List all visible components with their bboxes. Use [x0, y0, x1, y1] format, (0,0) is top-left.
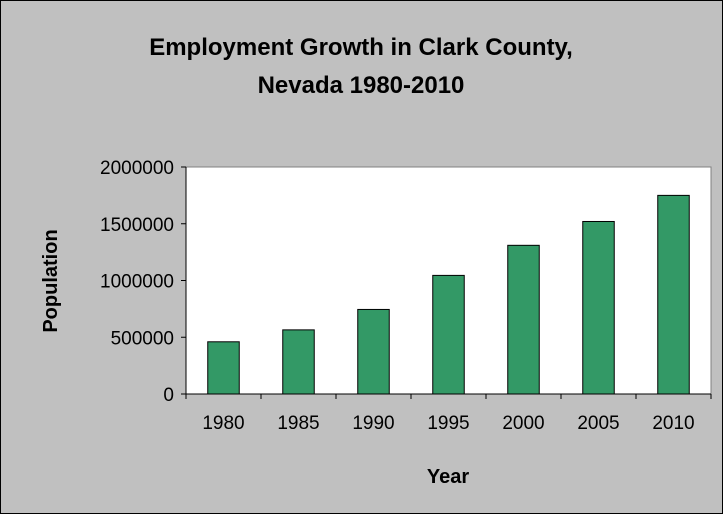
- bar-2010: [657, 194, 690, 395]
- y-tick-label: 1500000: [100, 215, 174, 236]
- x-axis-title: Year: [427, 466, 469, 488]
- x-tick-label: 2005: [577, 413, 619, 434]
- bar-1980: [207, 341, 240, 395]
- y-tick-label: 2000000: [100, 158, 174, 179]
- chart-title-line-2: Nevada 1980-2010: [258, 72, 465, 99]
- y-axis-title: Population: [40, 229, 62, 332]
- bar-1985: [282, 329, 315, 395]
- x-axis-ticks: 1980 1985 1990 1995 2000 2005 2010: [185, 393, 712, 434]
- x-tick-label: 1985: [277, 413, 319, 434]
- x-tick-label: 1995: [427, 413, 469, 434]
- bar-2005: [582, 220, 615, 395]
- y-tick-label: 0: [163, 385, 174, 406]
- bar-1990: [357, 308, 390, 395]
- bar-2000: [507, 244, 540, 395]
- x-tick-label: 1980: [202, 413, 244, 434]
- y-axis-ticks: 0 500000 1000000 1500000 2000000: [100, 158, 187, 406]
- y-tick-label: 1000000: [100, 272, 174, 293]
- bars-group: [207, 194, 690, 395]
- x-tick-label: 1990: [352, 413, 394, 434]
- y-tick-label: 500000: [111, 328, 174, 349]
- bar-1995: [432, 274, 465, 395]
- x-tick-label: 2000: [502, 413, 544, 434]
- chart-title-line-1: Employment Growth in Clark County,: [149, 34, 573, 61]
- x-tick-label: 2010: [652, 413, 694, 434]
